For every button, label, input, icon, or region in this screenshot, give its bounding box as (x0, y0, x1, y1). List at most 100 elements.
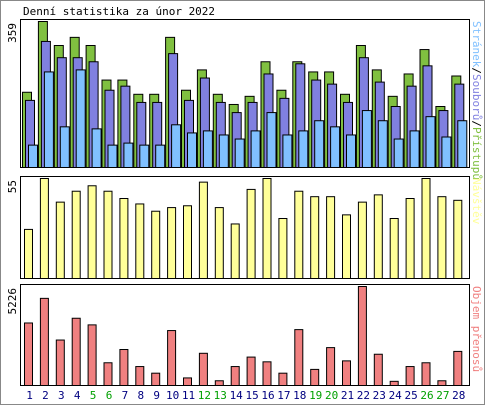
side-label-part: / (470, 67, 483, 74)
bar-panel3-day-5 (87, 324, 97, 387)
x-tick-label-day-13: 13 (214, 389, 227, 402)
bar-stránek-day-18 (298, 130, 309, 169)
side-label-part: Stránek (470, 21, 483, 68)
bar-stránek-day-22 (361, 110, 372, 168)
bar-stránek-day-4 (75, 69, 86, 168)
bar-panel2-day-20 (326, 196, 336, 280)
bar-stránek-day-23 (377, 120, 388, 169)
bar-stránek-day-3 (59, 126, 70, 168)
bar-stránek-day-17 (282, 134, 293, 168)
y-axis-max-label-1: 359 (6, 23, 19, 43)
bar-panel2-day-25 (405, 198, 415, 279)
bar-panel3-day-26 (421, 362, 431, 387)
bar-panel2-day-1 (24, 228, 33, 279)
bar-panel2-day-4 (71, 190, 81, 280)
x-tick-label-day-20: 20 (325, 389, 338, 402)
x-tick-label-day-15: 15 (245, 389, 258, 402)
bar-panel3-day-13 (214, 380, 224, 387)
x-tick-label-day-2: 2 (42, 389, 49, 402)
bar-panel2-day-3 (55, 201, 65, 280)
bar-panel2-day-12 (198, 181, 208, 280)
y-axis-max-label-2: 55 (6, 180, 19, 193)
bar-panel3-day-19 (310, 368, 320, 387)
x-tick-label-day-14: 14 (230, 389, 244, 402)
x-tick-label-day-23: 23 (373, 389, 386, 402)
bar-panel3-day-11 (183, 377, 192, 387)
x-tick-label-day-10: 10 (166, 389, 179, 402)
bar-panel3-day-14 (230, 366, 240, 386)
bar-stránek-day-11 (187, 132, 197, 168)
side-label-part: Návštěv (470, 178, 483, 225)
bar-stránek-day-1 (28, 144, 38, 168)
chart-title: Denní statistika za únor 2022 (23, 5, 215, 18)
bar-stránek-day-7 (123, 142, 134, 169)
bar-panel2-day-22 (357, 201, 367, 280)
bar-panel2-day-16 (262, 178, 272, 279)
bar-stránek-day-15 (250, 130, 261, 169)
bar-panel2-day-24 (389, 218, 399, 279)
side-label-part: Souborů (470, 74, 483, 120)
bar-stránek-day-8 (139, 144, 150, 168)
x-tick-label-day-27: 27 (436, 389, 449, 402)
bar-panel3-day-9 (151, 372, 161, 386)
bar-panel3-day-15 (246, 356, 256, 386)
panel-frame-2 (20, 176, 470, 279)
bar-panel2-day-2 (39, 178, 49, 279)
y-axis-max-label-3: 5226 (6, 288, 19, 315)
bar-stránek-day-24 (393, 138, 404, 168)
side-label-part: Přístupů (470, 127, 483, 180)
x-tick-label-day-6: 6 (106, 389, 113, 402)
bar-panel2-day-27 (437, 196, 447, 280)
x-tick-label-day-18: 18 (293, 389, 306, 402)
bar-panel3-day-23 (373, 353, 383, 387)
x-tick-label-day-19: 19 (309, 389, 322, 402)
x-tick-label-day-5: 5 (90, 389, 97, 402)
bar-panel2-day-23 (373, 194, 383, 279)
bar-stránek-day-26 (425, 116, 436, 168)
x-tick-label-day-28: 28 (452, 389, 465, 402)
bar-panel3-day-18 (294, 329, 304, 387)
bar-panel2-day-9 (151, 210, 161, 280)
bar-stránek-day-5 (91, 128, 102, 169)
bar-panel2-day-21 (342, 214, 351, 279)
x-tick-label-day-9: 9 (153, 389, 160, 402)
bar-panel3-day-27 (437, 380, 447, 387)
x-tick-label-day-24: 24 (389, 389, 403, 402)
bar-stránek-day-13 (218, 134, 229, 168)
bar-panel3-day-25 (405, 366, 415, 386)
x-tick-label-day-1: 1 (26, 389, 33, 402)
bar-panel2-day-11 (183, 205, 192, 279)
bar-stránek-day-20 (330, 126, 341, 168)
x-tick-label-day-17: 17 (277, 389, 290, 402)
bar-panel2-day-6 (103, 190, 113, 280)
side-label-1: Stránek/Souborů/Přístupů (470, 21, 483, 180)
side-label-part: / (470, 120, 483, 127)
bar-panel2-day-7 (119, 198, 129, 279)
bar-panel3-day-10 (167, 330, 177, 386)
x-tick-label-day-7: 7 (122, 389, 129, 402)
bar-panel3-day-21 (342, 360, 351, 387)
bar-panel2-day-18 (294, 190, 304, 280)
bar-stránek-day-21 (346, 134, 356, 168)
bar-panel3-day-20 (326, 347, 336, 387)
bar-panel3-day-6 (103, 362, 113, 387)
panel-frame-3 (20, 284, 470, 386)
bar-stránek-day-25 (409, 130, 420, 169)
bar-panel2-day-10 (167, 207, 177, 279)
bar-stránek-day-12 (202, 130, 213, 169)
bar-stránek-day-16 (266, 112, 277, 169)
bar-stránek-day-19 (314, 120, 325, 169)
x-tick-label-day-11: 11 (182, 389, 195, 402)
x-tick-label-day-22: 22 (357, 389, 370, 402)
bar-panel2-day-17 (278, 218, 288, 279)
bar-panel3-day-1 (24, 322, 33, 387)
bar-panel2-day-8 (135, 203, 145, 279)
side-label-2: Návštěv (470, 178, 483, 225)
x-tick-label-day-26: 26 (420, 389, 433, 402)
bar-panel3-day-17 (278, 372, 288, 386)
x-tick-label-day-16: 16 (261, 389, 274, 402)
bar-panel2-day-28 (453, 199, 463, 279)
bar-panel2-day-19 (310, 196, 320, 280)
